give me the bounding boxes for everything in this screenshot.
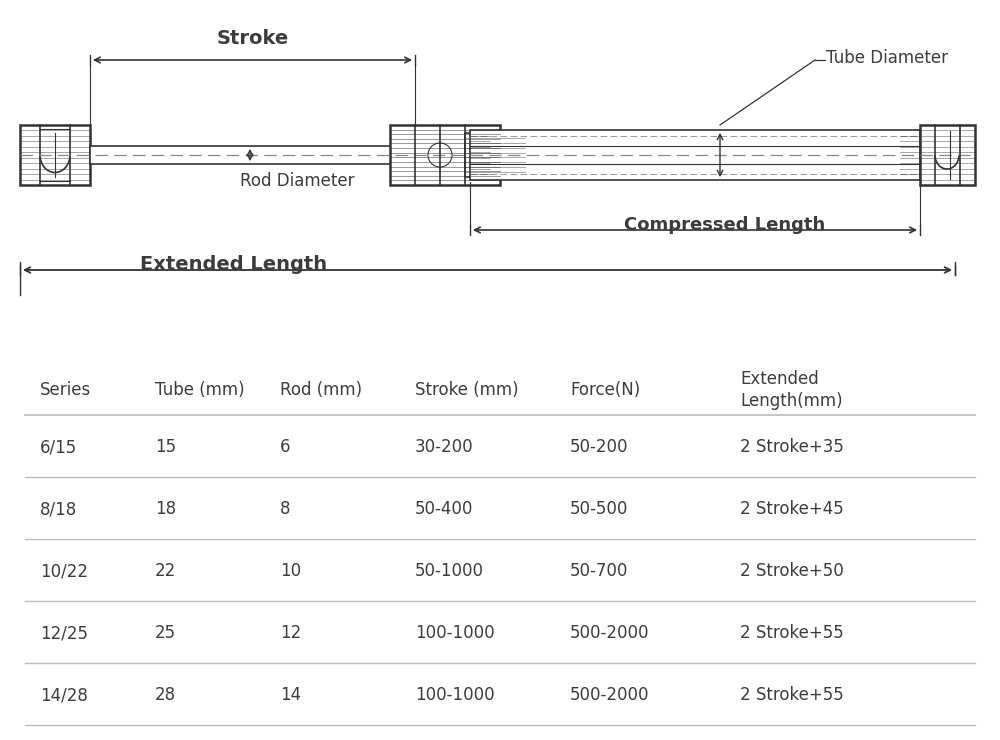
Text: 50-1000: 50-1000 — [415, 562, 484, 580]
Text: Tube Diameter: Tube Diameter — [826, 49, 948, 67]
Text: 12: 12 — [280, 624, 301, 642]
Text: Stroke (mm): Stroke (mm) — [415, 381, 519, 399]
Text: 100-1000: 100-1000 — [415, 686, 495, 704]
Text: Tube (mm): Tube (mm) — [155, 381, 245, 399]
Bar — [920, 125, 975, 185]
Text: 2 Stroke+55: 2 Stroke+55 — [740, 624, 844, 642]
Text: 12/25: 12/25 — [40, 624, 88, 642]
Bar — [20, 125, 90, 185]
Text: 50-500: 50-500 — [570, 500, 628, 518]
Text: 25: 25 — [155, 624, 176, 642]
Text: Stroke: Stroke — [216, 29, 289, 48]
Text: Rod (mm): Rod (mm) — [280, 381, 362, 399]
Text: Extended Length: Extended Length — [140, 255, 327, 274]
Text: Compressed Length: Compressed Length — [624, 216, 826, 234]
Text: Rod Diameter: Rod Diameter — [240, 172, 354, 190]
Bar — [465, 133, 525, 177]
Text: 500-2000: 500-2000 — [570, 624, 650, 642]
Text: 50-700: 50-700 — [570, 562, 628, 580]
Text: 8: 8 — [280, 500, 290, 518]
Text: 8/18: 8/18 — [40, 500, 77, 518]
Text: 10: 10 — [280, 562, 301, 580]
Text: 15: 15 — [155, 438, 176, 456]
Text: 6/15: 6/15 — [40, 438, 77, 456]
Text: Extended
Length(mm): Extended Length(mm) — [740, 370, 843, 410]
Text: 30-200: 30-200 — [415, 438, 474, 456]
Circle shape — [428, 143, 452, 167]
Text: 100-1000: 100-1000 — [415, 624, 495, 642]
Bar — [470, 130, 920, 180]
Text: 6: 6 — [280, 438, 290, 456]
Text: 2 Stroke+50: 2 Stroke+50 — [740, 562, 844, 580]
Text: 500-2000: 500-2000 — [570, 686, 650, 704]
Text: 2 Stroke+55: 2 Stroke+55 — [740, 686, 844, 704]
Text: Force(N): Force(N) — [570, 381, 640, 399]
Text: 14: 14 — [280, 686, 301, 704]
Text: 2 Stroke+35: 2 Stroke+35 — [740, 438, 844, 456]
Text: 28: 28 — [155, 686, 176, 704]
Text: Series: Series — [40, 381, 91, 399]
Text: 50-200: 50-200 — [570, 438, 629, 456]
Bar — [90, 146, 415, 164]
Text: 22: 22 — [155, 562, 176, 580]
Text: 18: 18 — [155, 500, 176, 518]
Text: 2 Stroke+45: 2 Stroke+45 — [740, 500, 844, 518]
Text: 14/28: 14/28 — [40, 686, 88, 704]
Bar — [390, 125, 500, 185]
Text: 10/22: 10/22 — [40, 562, 88, 580]
Text: 50-400: 50-400 — [415, 500, 473, 518]
